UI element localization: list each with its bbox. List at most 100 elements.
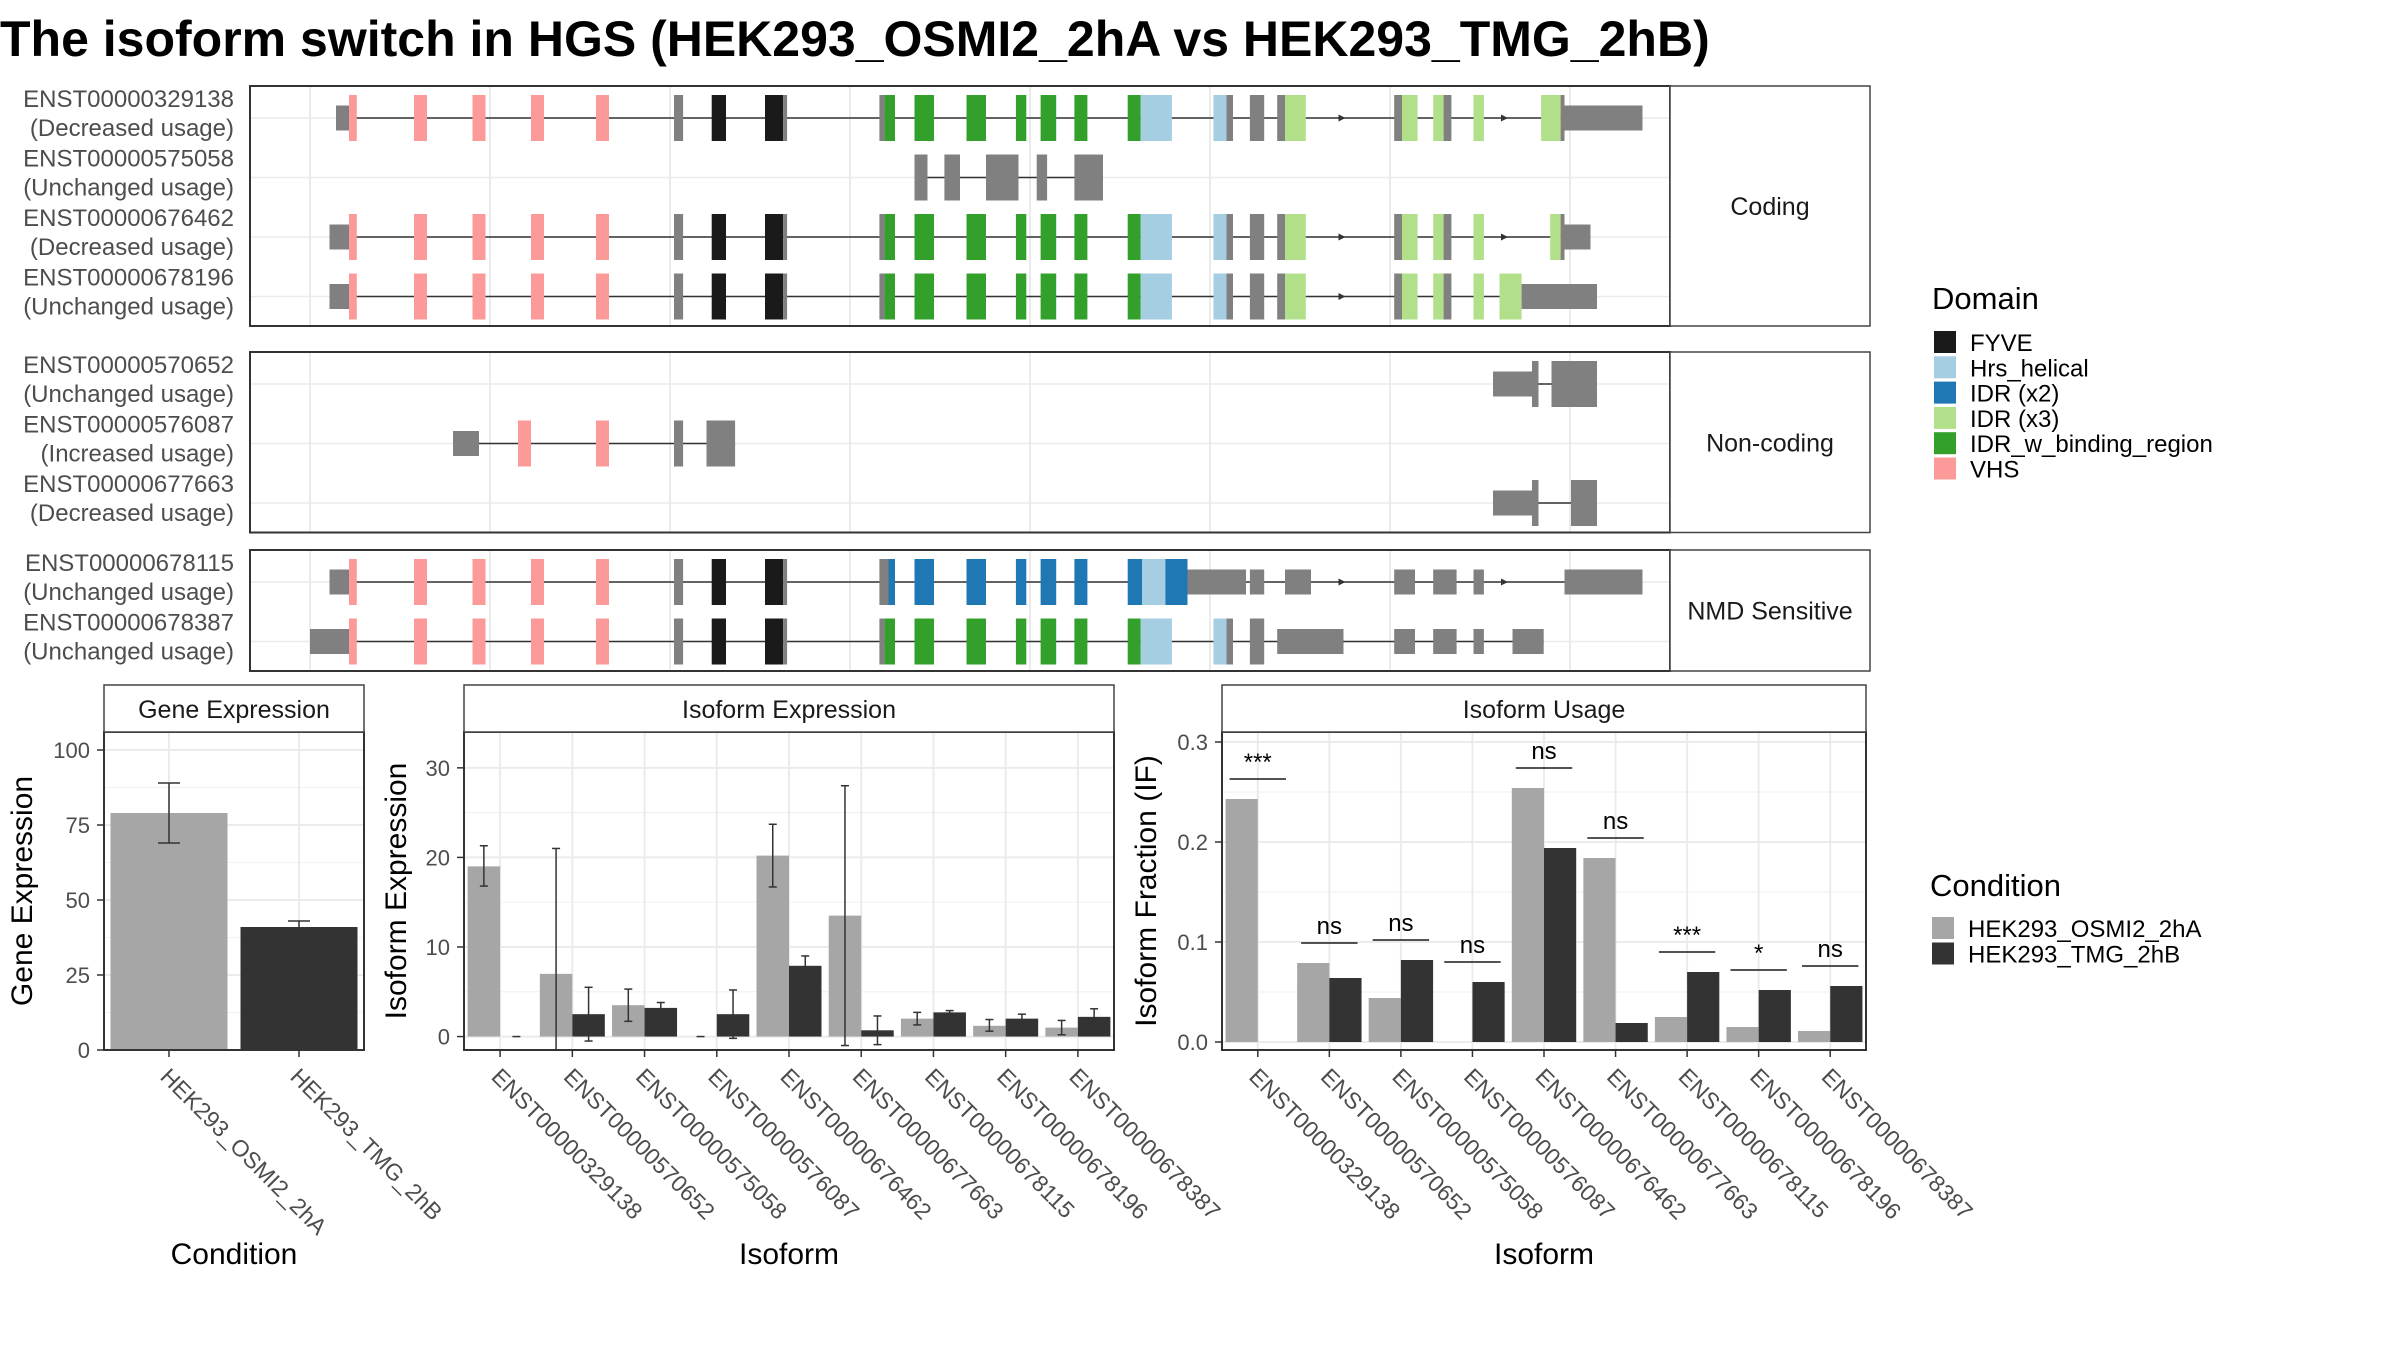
transcript-row: ENST00000576087(Increased usage) bbox=[23, 412, 736, 468]
significance-label: *** bbox=[1673, 922, 1701, 949]
exon-block bbox=[472, 214, 486, 260]
panel-background bbox=[250, 86, 1670, 326]
domain-legend-label: Hrs_helical bbox=[1970, 355, 2089, 382]
exon-block bbox=[765, 214, 784, 260]
bar bbox=[467, 866, 501, 1037]
exon-block bbox=[1249, 273, 1265, 320]
exon-block bbox=[329, 284, 349, 309]
exon-block bbox=[596, 214, 609, 260]
exon-block bbox=[596, 618, 609, 665]
exon-block bbox=[531, 95, 544, 141]
y-tick-label: 100 bbox=[53, 738, 90, 763]
exon-block bbox=[966, 273, 986, 320]
exon-block bbox=[453, 431, 479, 456]
bar bbox=[1077, 1016, 1111, 1037]
exon-block bbox=[674, 273, 684, 320]
transcript-id-label: ENST00000576087 bbox=[23, 412, 234, 439]
exon-block bbox=[783, 273, 788, 320]
y-tick-label: 0.0 bbox=[1177, 1030, 1208, 1055]
bar bbox=[900, 1018, 934, 1037]
exon-block bbox=[1165, 559, 1188, 605]
exon-block bbox=[914, 618, 934, 665]
transcript-usage-label: (Decreased usage) bbox=[30, 115, 234, 142]
exon-block bbox=[1551, 361, 1597, 407]
exon-block bbox=[1127, 214, 1141, 260]
exon-block bbox=[783, 618, 788, 665]
exon-block bbox=[706, 420, 736, 467]
significance-label: ns bbox=[1531, 738, 1556, 765]
bar bbox=[1798, 1031, 1831, 1042]
exon-block bbox=[1285, 214, 1306, 260]
exon-block bbox=[1443, 273, 1452, 320]
y-tick-label: 75 bbox=[66, 813, 90, 838]
exon-block bbox=[1473, 214, 1484, 260]
y-tick-label: 25 bbox=[66, 963, 90, 988]
exon-block bbox=[884, 95, 895, 141]
chart-title: Isoform Usage bbox=[1463, 696, 1626, 724]
exon-block bbox=[1036, 154, 1048, 201]
bar bbox=[1583, 858, 1616, 1042]
significance-label: * bbox=[1754, 940, 1763, 967]
exon-block bbox=[1564, 105, 1643, 131]
transcript-id-label: ENST00000570652 bbox=[23, 352, 234, 379]
exon-block bbox=[414, 214, 427, 260]
y-tick-label: 0.1 bbox=[1177, 930, 1208, 955]
domain-legend-swatch bbox=[1934, 356, 1956, 379]
bar bbox=[933, 1012, 966, 1037]
exon-block bbox=[1564, 224, 1591, 250]
domain-legend-swatch bbox=[1934, 457, 1956, 480]
exon-block bbox=[349, 214, 357, 260]
transcript-row: ENST00000570652(Unchanged usage) bbox=[23, 352, 1597, 408]
exon-block bbox=[1249, 95, 1265, 141]
exon-block bbox=[711, 618, 726, 665]
condition-legend-swatch bbox=[1932, 942, 1954, 965]
bar bbox=[1544, 848, 1577, 1042]
bar bbox=[789, 965, 822, 1037]
y-axis-title: Isoform Expression bbox=[380, 763, 413, 1020]
transcript-id-label: ENST00000678196 bbox=[23, 265, 234, 292]
exon-block bbox=[349, 559, 357, 605]
bar bbox=[1400, 960, 1434, 1042]
domain-legend-swatch bbox=[1934, 381, 1956, 404]
x-axis-title: Condition bbox=[171, 1238, 298, 1271]
exon-block bbox=[879, 214, 885, 260]
bar-chart-1: Isoform Expression0102030ENST00000329138… bbox=[380, 684, 1226, 1271]
transcript-usage-label: (Unchanged usage) bbox=[23, 381, 234, 408]
chart-title: Gene Expression bbox=[138, 696, 330, 724]
exon-block bbox=[914, 95, 934, 141]
exon-block bbox=[1564, 569, 1643, 595]
strand-arrow bbox=[1501, 114, 1508, 122]
exon-block bbox=[1213, 273, 1227, 320]
exon-block bbox=[518, 420, 531, 467]
exon-block bbox=[1213, 618, 1227, 665]
exon-block bbox=[884, 214, 895, 260]
transcript-usage-label: (Decreased usage) bbox=[30, 234, 234, 261]
exon-block bbox=[914, 273, 934, 320]
exon-block bbox=[986, 154, 1019, 201]
transcript-id-label: ENST00000329138 bbox=[23, 86, 234, 113]
exon-block bbox=[531, 273, 544, 320]
exon-block bbox=[1226, 273, 1233, 320]
exon-block bbox=[1040, 273, 1057, 320]
exon-block bbox=[1512, 629, 1544, 654]
exon-block bbox=[888, 559, 895, 605]
bar bbox=[1472, 982, 1505, 1042]
exon-block bbox=[1433, 95, 1444, 141]
exon-block bbox=[1433, 569, 1457, 595]
bar bbox=[1615, 1023, 1648, 1042]
exon-block bbox=[944, 154, 960, 201]
bar bbox=[1329, 978, 1362, 1042]
bar bbox=[1758, 990, 1791, 1042]
exon-block bbox=[310, 629, 336, 654]
exon-block bbox=[1285, 273, 1306, 320]
expression-bar-charts: Gene Expression0255075100HEK293_OSMI2_2h… bbox=[6, 684, 1978, 1271]
exon-block bbox=[1277, 629, 1344, 654]
bar bbox=[1368, 998, 1401, 1042]
exon-block bbox=[674, 420, 684, 467]
transcript-id-label: ENST00000676462 bbox=[23, 205, 234, 232]
